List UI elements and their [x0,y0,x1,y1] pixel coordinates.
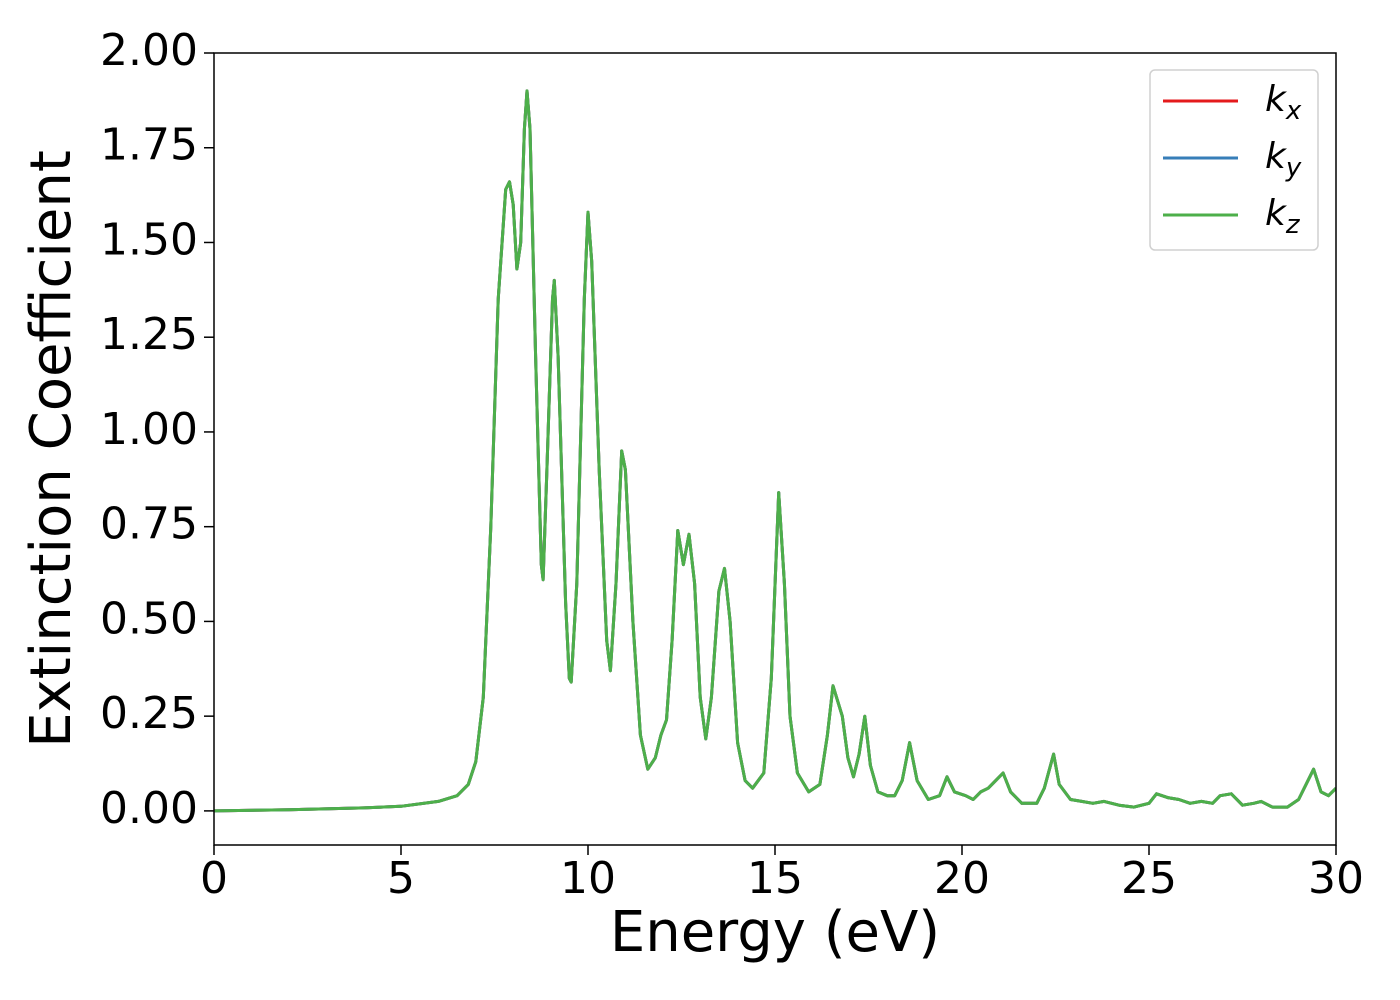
y-tick-label: 1.00 [100,404,198,455]
legend-box [1149,69,1319,251]
y-axis-label: Extinction Coefficient [19,150,84,748]
y-tick-label: 0.75 [100,499,198,550]
x-tick-label: 25 [1121,853,1177,904]
x-tick-label: 0 [200,853,228,904]
legend-label: ky [1265,136,1302,183]
y-tick-label: 2.00 [100,25,198,76]
y-tick-label: 0.00 [100,783,198,834]
y-tick-label: 1.75 [100,120,198,171]
x-tick-label: 30 [1308,853,1364,904]
legend-label: kx [1265,79,1302,126]
y-tick-label: 1.50 [100,214,198,265]
plot-frame [213,52,1337,846]
x-tick-label: 20 [934,853,990,904]
y-tick-label: 0.25 [100,688,198,739]
y-tick-label: 1.25 [100,309,198,360]
x-tick-label: 15 [747,853,803,904]
x-tick-label: 5 [387,853,415,904]
x-axis-label: Energy (eV) [610,900,940,965]
x-tick-label: 10 [560,853,616,904]
line [214,89,1336,813]
y-tick-label: 0.50 [100,593,198,644]
legend-label: kz [1265,193,1301,240]
